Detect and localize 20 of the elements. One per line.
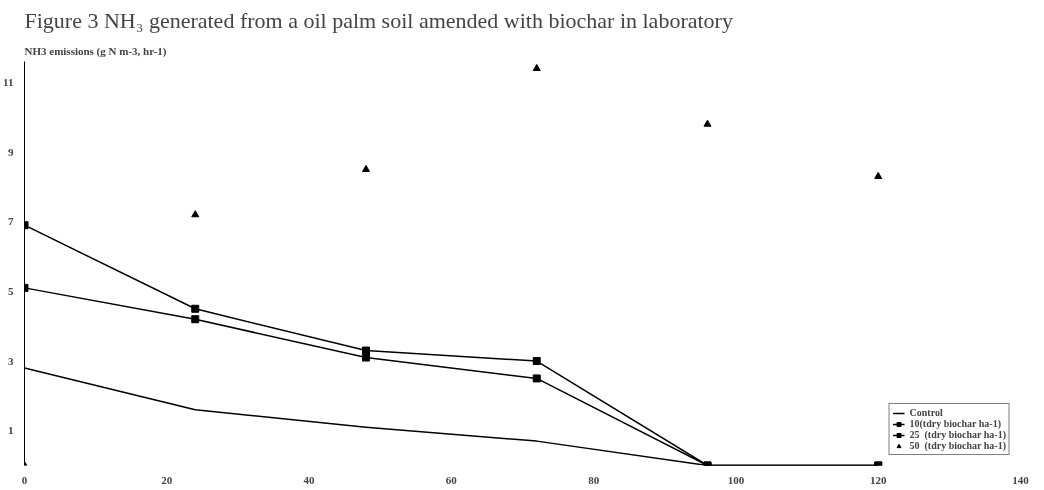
y-tick-label: 5 xyxy=(8,284,14,297)
x-tick-label: 120 xyxy=(869,473,887,486)
legend-label: Control xyxy=(909,407,943,418)
y-tick-label: 3 xyxy=(8,354,14,367)
y-tick-label: 11 xyxy=(3,75,14,88)
y-axis-title: NH3 emissions (g N m-3, hr-1) xyxy=(24,44,167,58)
y-tick-label: 9 xyxy=(8,145,14,158)
chart-title: Figure 3 NH₃ generated from a oil palm soil amended with biochar in laboratory xyxy=(24,7,733,33)
x-tick-label: 40 xyxy=(303,473,316,486)
legend-label: 25 (tdry biochar ha-1) xyxy=(909,429,1006,440)
x-tick-label: 60 xyxy=(445,473,458,486)
x-tick-label: 80 xyxy=(588,473,600,486)
y-tick-label: 7 xyxy=(8,215,14,228)
legend-label: 10(tdry biochar ha-1) xyxy=(909,418,1001,429)
x-tick-label: 0 xyxy=(21,473,28,486)
x-tick-label: 20 xyxy=(161,473,173,486)
legend-label: 50 (tdry biochar ha-1) xyxy=(909,440,1006,451)
y-tick-label: 1 xyxy=(8,424,14,437)
x-tick-label: 100 xyxy=(727,473,745,486)
x-tick-label: 140 xyxy=(1012,473,1030,486)
